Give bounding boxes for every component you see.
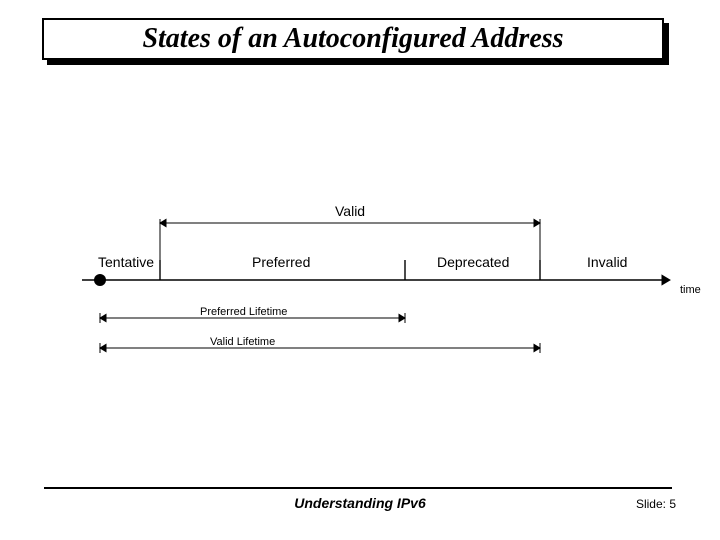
valid-lifetime-label: Valid Lifetime [210,336,275,348]
time-axis-label: time [680,284,701,296]
slide: States of an Autoconfigured Address Vali… [0,0,720,540]
state-deprecated-label: Deprecated [437,254,509,270]
footer-title: Understanding IPv6 [0,495,720,511]
footer-rule [44,487,672,489]
state-invalid-label: Invalid [587,254,627,270]
preferred-lifetime-label: Preferred Lifetime [200,306,287,318]
slide-number: Slide: 5 [636,497,676,511]
state-tentative-label: Tentative [98,254,154,270]
state-preferred-label: Preferred [252,254,310,270]
timeline-diagram [0,0,720,540]
valid-bracket-label: Valid [335,203,365,219]
